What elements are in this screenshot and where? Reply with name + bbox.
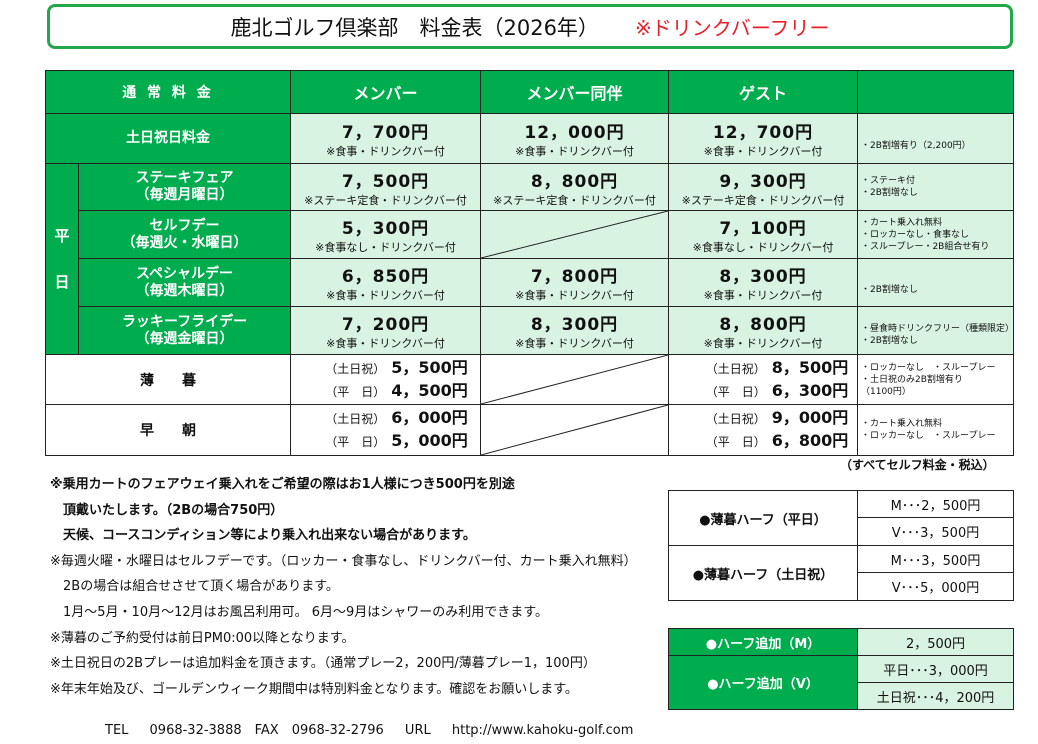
weekday-row: セルフデー （毎週火・水曜日） 5，300円 ※食事なし・ドリンクバー付 7，100… — [46, 210, 1014, 259]
weekday-guest: 8，800円 ※食事・ドリンクバー付 — [668, 306, 858, 355]
early-remarks: ・カート乗入れ無料 ・ロッカーなし ・スループレー — [857, 404, 1014, 456]
twilight-member: （土日祝） 5，500円 （平 日） 4，500円 — [290, 354, 481, 405]
twilight-half-table: ●薄暮ハーフ（平日） M･･･2，500円 V･･･3，500円 ●薄暮ハーフ（土… — [668, 490, 1014, 601]
twilight-row: 薄 暮 （土日祝） 5，500円 （平 日） 4，500円 （土日祝） 8，500円 （平… — [45, 354, 1014, 405]
weekday-name: スペシャルデー （毎週木曜日） — [78, 258, 291, 307]
twilight-half-weekend-label: ●薄暮ハーフ（土日祝） — [668, 545, 858, 601]
weekday-row: ラッキーフライデー （毎週金曜日） 7，200円 ※食事・ドリンクバー付 8，300… — [46, 306, 1014, 355]
twilight-half-value: M･･･3，500円 — [857, 545, 1014, 573]
note-line: 天候、コースコンディション等により乗入れ出来ない場合があります。 — [50, 528, 476, 544]
weekend-member: 7，700円 ※食事・ドリンクバー付 — [290, 113, 481, 164]
weekday-member: 7，200円 ※食事・ドリンクバー付 — [290, 306, 481, 355]
note-line: ※土日祝日の2Bプレーは追加料金を頂きます。（通常プレー2，200円/薄暮プレー… — [50, 656, 596, 672]
half-add-value: 土日祝･･･4，200円 — [857, 682, 1014, 710]
weekend-companion: 12，000円 ※食事・ドリンクバー付 — [480, 113, 669, 164]
twilight-guest: （土日祝） 8，500円 （平 日） 6，300円 — [668, 354, 858, 405]
early-member: （土日祝） 6，000円 （平 日） 5，000円 — [290, 404, 481, 456]
early-guest: （土日祝） 9，000円 （平 日） 6，800円 — [668, 404, 858, 456]
header-row: 通 常 料 金 メンバー メンバー同伴 ゲスト — [45, 70, 1014, 114]
weekday-remarks: ・昼食時ドリンクフリー（種類限定） ・2B割増なし — [857, 306, 1014, 355]
weekend-remarks: ・2B割増有り（2,200円） — [857, 113, 1014, 164]
twilight-companion-na — [480, 354, 669, 405]
weekday-member: 6，850円 ※食事・ドリンクバー付 — [290, 258, 481, 307]
weekday-companion: 7，800円 ※食事・ドリンクバー付 — [480, 258, 669, 307]
note-line: ※毎週火曜・水曜日はセルフデーです。（ロッカー・食事なし、ドリンクバー付、カート… — [50, 553, 637, 569]
contact-footer: TEL 0968-32-3888 FAX 0968-32-2796 URL ht… — [105, 723, 634, 738]
notes: ※乗用カートのフェアウェイ乗入れをご希望の際はお1人様につき500円を別途 頂戴… — [50, 472, 637, 702]
weekend-row: 土日祝日料金 7，700円 ※食事・ドリンクバー付 12，000円 ※食事・ドリンク… — [45, 113, 1014, 164]
half-add-table: ●ハーフ追加（M） 2，500円 ●ハーフ追加（V） 平日･･･3，000円 土日祝… — [668, 628, 1014, 710]
note-line: 頂戴いたします。（2Bの場合750円） — [50, 502, 284, 518]
weekday-name: ステーキフェア （毎週月曜日） — [78, 163, 291, 211]
note-line: 2Bの場合は組合せさせて頂く場合があります。 — [50, 579, 339, 595]
weekday-name: ラッキーフライデー （毎週金曜日） — [78, 306, 291, 355]
header-member: メンバー — [290, 70, 481, 114]
page-title: 鹿北ゴルフ倶楽部 料金表（2026年） ※ドリンクバーフリー — [47, 4, 1013, 49]
early-label: 早 朝 — [45, 404, 291, 456]
twilight-half-value: M･･･2，500円 — [857, 490, 1014, 518]
weekday-row: 平日 ステーキフェア （毎週月曜日） 7，500円 ※ステーキ定食・ドリンクバー付 … — [45, 163, 1014, 355]
twilight-half-value: V･･･3，500円 — [857, 517, 1014, 546]
weekday-name: セルフデー （毎週火・水曜日） — [78, 210, 291, 259]
weekend-label: 土日祝日料金 — [45, 113, 291, 164]
header-category: 通 常 料 金 — [45, 70, 291, 114]
weekday-guest: 7，100円 ※食事なし・ドリンクバー付 — [668, 210, 858, 259]
twilight-half-weekday-label: ●薄暮ハーフ（平日） — [668, 490, 858, 546]
half-add-visitor-label: ●ハーフ追加（V） — [668, 655, 858, 710]
twilight-half-value: V･･･5，000円 — [857, 572, 1014, 601]
weekday-label: 平日 — [45, 163, 79, 355]
half-add-value: 2，500円 — [857, 628, 1014, 656]
header-remarks — [857, 70, 1014, 114]
header-companion: メンバー同伴 — [480, 70, 669, 114]
weekday-remarks: ・ステーキ付 ・2B割増なし — [857, 163, 1014, 211]
weekend-guest: 12，700円 ※食事・ドリンクバー付 — [668, 113, 858, 164]
weekday-member: 7，500円 ※ステーキ定食・ドリンクバー付 — [290, 163, 481, 211]
weekday-row: スペシャルデー （毎週木曜日） 6，850円 ※食事・ドリンクバー付 7，800円 ※… — [46, 258, 1014, 307]
tax-note: （すべてセルフ料金・税込） — [840, 458, 995, 472]
header-guest: ゲスト — [668, 70, 858, 114]
price-table: 通 常 料 金 メンバー メンバー同伴 ゲスト 土日祝日料金 7，700円 ※食事… — [45, 70, 1014, 456]
twilight-remarks: ・ロッカーなし ・スループレー ・土日祝のみ2B割増有り （1100円） — [857, 354, 1014, 405]
weekday-remarks: ・カート乗入れ無料 ・ロッカーなし・食事なし ・スループレー・2B組合せ有り — [857, 210, 1014, 259]
title-text: 鹿北ゴルフ倶楽部 料金表（2026年） — [230, 15, 599, 40]
weekday-guest: 9，300円 ※ステーキ定食・ドリンクバー付 — [668, 163, 858, 211]
weekday-companion: 8，800円 ※ステーキ定食・ドリンクバー付 — [480, 163, 669, 211]
weekday-remarks: ・2B割増なし — [857, 258, 1014, 307]
weekday-companion-na — [480, 210, 669, 259]
twilight-label: 薄 暮 — [45, 354, 291, 405]
half-add-value: 平日･･･3，000円 — [857, 655, 1014, 683]
note-line: ※薄暮のご予約受付は前日PM0:00以降となります。 — [50, 630, 355, 646]
half-add-member-label: ●ハーフ追加（M） — [668, 628, 858, 656]
drink-bar-free-label: ※ドリンクバーフリー — [634, 16, 830, 40]
note-line: 1月～5月・10月～12月はお風呂利用可。 6月～9月はシャワーのみ利用できます… — [50, 604, 549, 620]
note-line: ※年末年始及び、ゴールデンウィーク期間中は特別料金となります。確認をお願いします… — [50, 681, 578, 697]
weekday-member: 5，300円 ※食事なし・ドリンクバー付 — [290, 210, 481, 259]
note-line: ※乗用カートのフェアウェイ乗入れをご希望の際はお1人様につき500円を別途 — [50, 477, 515, 492]
weekday-companion: 8，300円 ※食事・ドリンクバー付 — [480, 306, 669, 355]
early-row: 早 朝 （土日祝） 6，000円 （平 日） 5，000円 （土日祝） 9，000円 （平… — [45, 404, 1014, 456]
weekday-guest: 8，300円 ※食事・ドリンクバー付 — [668, 258, 858, 307]
early-companion-na — [480, 404, 669, 456]
